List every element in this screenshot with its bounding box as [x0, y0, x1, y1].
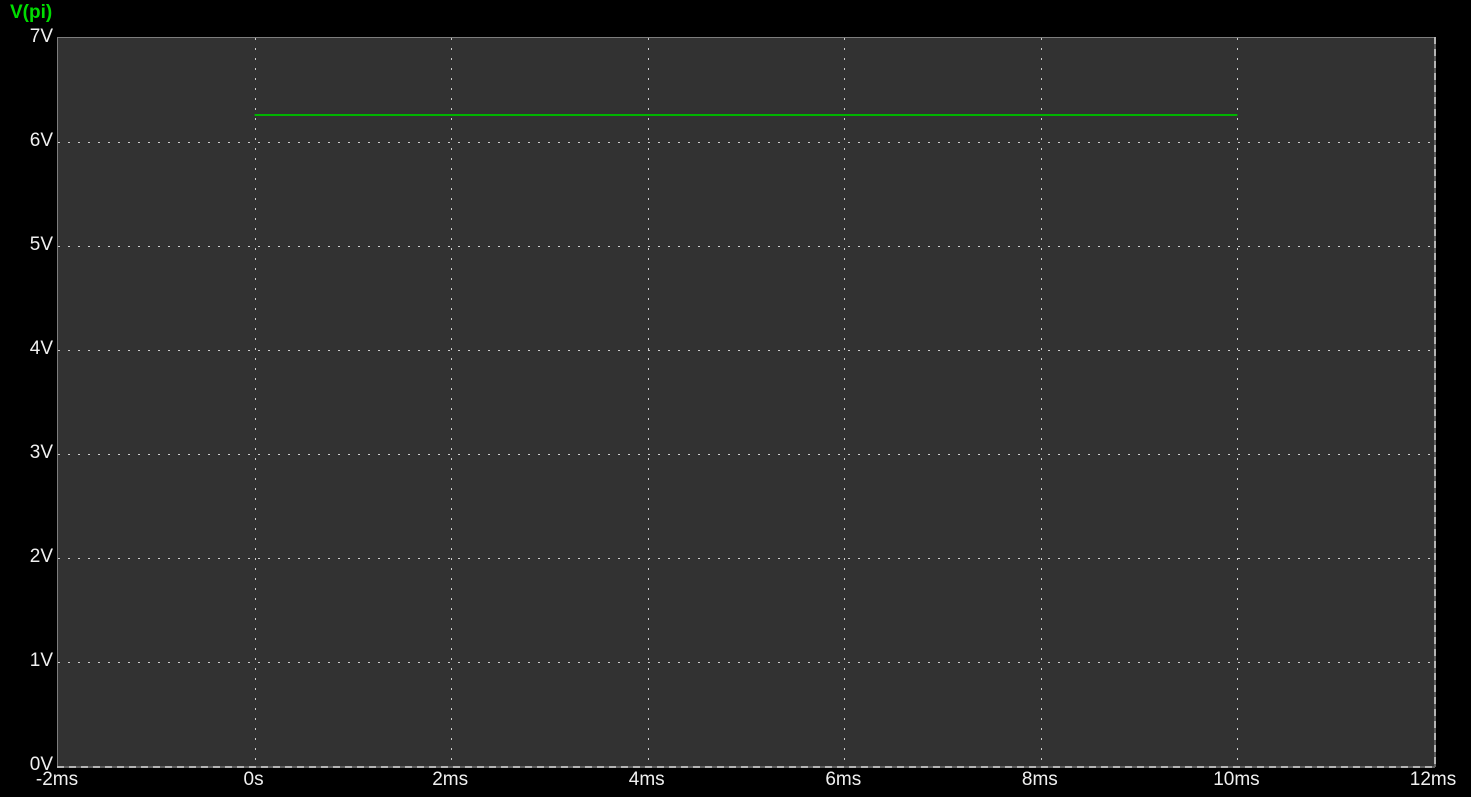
y-tick-label: 6V	[29, 130, 53, 151]
v-gridline	[254, 38, 256, 766]
h-gridline	[58, 454, 1434, 455]
x-tick-label: 12ms	[1409, 769, 1457, 790]
y-tick-label: 0V	[29, 754, 53, 775]
y-tick-label: 5V	[29, 234, 53, 255]
waveform-trace-layer	[254, 114, 1238, 116]
v-gridline	[1237, 38, 1239, 766]
trace-legend-label[interactable]: V(pi)	[10, 2, 53, 23]
y-axis-minor-ticks	[1434, 37, 1436, 767]
y-tick-label: 2V	[29, 546, 53, 567]
y-tick-label: 1V	[29, 650, 53, 671]
h-gridline	[58, 142, 1434, 143]
x-tick-label: 10ms	[1213, 769, 1260, 790]
y-tick-label: 7V	[29, 26, 53, 47]
h-gridline	[58, 662, 1434, 663]
v-gridline	[647, 38, 649, 766]
h-gridline	[58, 350, 1434, 351]
h-gridline	[58, 558, 1434, 559]
x-axis-minor-ticks	[57, 766, 1435, 768]
y-tick-label: 3V	[29, 442, 53, 463]
h-gridline	[58, 246, 1434, 247]
y-tick-label: 4V	[29, 338, 53, 359]
v-gridline	[844, 38, 846, 766]
v-gridline	[1040, 38, 1042, 766]
x-tick-label: 4ms	[628, 769, 665, 790]
v-gridline	[451, 38, 453, 766]
x-tick-label: 2ms	[432, 769, 469, 790]
x-tick-label: -2ms	[35, 769, 79, 790]
x-tick-label: 6ms	[825, 769, 862, 790]
x-tick-label: 0s	[243, 769, 264, 790]
x-tick-label: 8ms	[1021, 769, 1058, 790]
plot-area[interactable]	[57, 37, 1436, 768]
